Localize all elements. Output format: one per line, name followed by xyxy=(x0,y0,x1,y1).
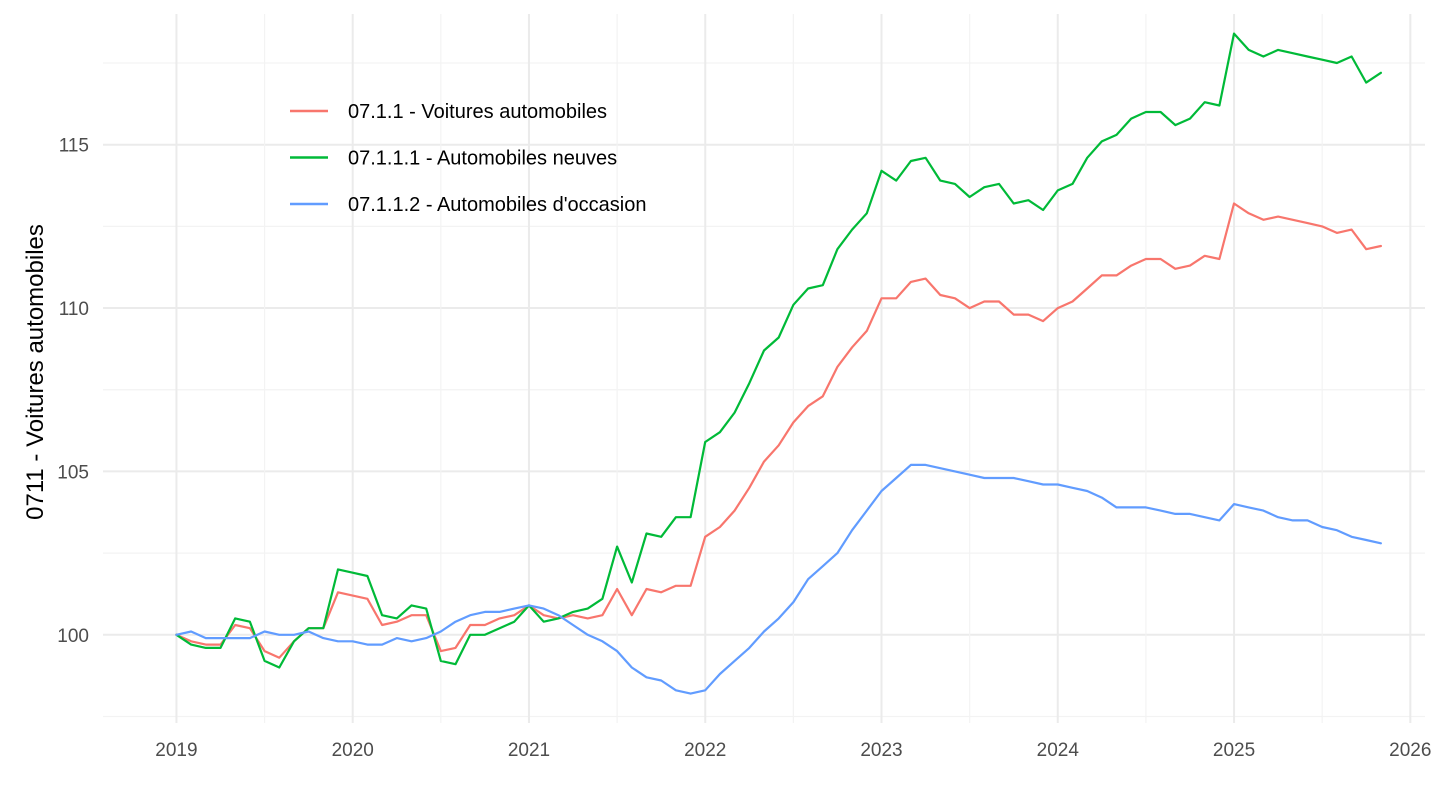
series-line-2 xyxy=(175,32,1382,669)
legend-label-2: 07.1.1.1 - Automobiles neuves xyxy=(348,148,617,170)
grid xyxy=(103,14,1425,723)
y-tick-label: 100 xyxy=(57,626,89,647)
legend-label-1: 07.1.1 - Voitures automobiles xyxy=(348,101,607,123)
series-line-1 xyxy=(175,202,1382,659)
legend-label-3: 07.1.1.2 - Automobiles d'occasion xyxy=(348,194,646,216)
x-tick-label: 2026 xyxy=(1389,740,1431,761)
x-tick-label: 2021 xyxy=(508,740,550,761)
y-tick-label: 115 xyxy=(59,136,89,157)
x-tick-label: 2024 xyxy=(1037,740,1080,761)
series-line-3 xyxy=(175,463,1382,695)
y-axis-ticks: 100 105 110 115 xyxy=(57,136,89,647)
y-tick-label: 105 xyxy=(57,462,89,483)
x-tick-label: 2023 xyxy=(860,740,902,761)
legend: 07.1.1 - Voitures automobiles 07.1.1.1 - … xyxy=(290,101,646,216)
x-tick-label: 2020 xyxy=(332,740,374,761)
x-axis-ticks: 2019 2020 2021 2022 2023 2024 2025 2026 xyxy=(155,740,1431,761)
x-tick-label: 2025 xyxy=(1213,740,1255,761)
y-tick-label: 110 xyxy=(59,299,89,320)
x-tick-label: 2022 xyxy=(684,740,726,761)
series-lines xyxy=(175,32,1382,695)
x-tick-label: 2019 xyxy=(155,740,197,761)
y-axis-label: 0711 - Voitures automobiles xyxy=(22,224,49,520)
